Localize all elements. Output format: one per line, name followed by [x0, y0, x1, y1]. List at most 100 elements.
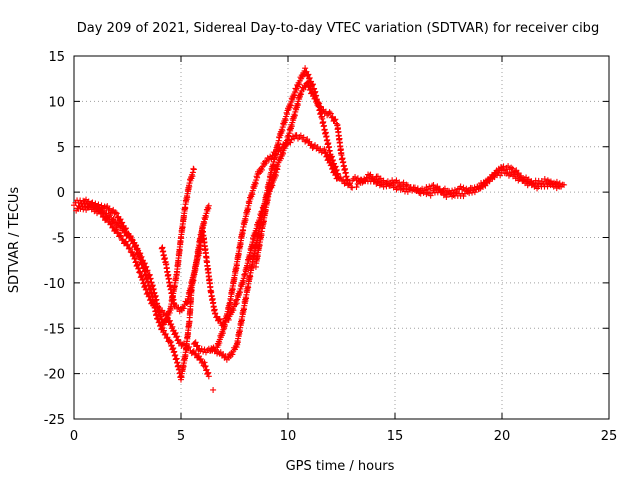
point-track-b: [156, 318, 163, 325]
point-track-b: [121, 229, 128, 236]
point-track-i: [549, 180, 556, 187]
point-track-f: [232, 343, 239, 350]
point-track-b: [107, 212, 114, 219]
y-tick-label: -10: [44, 277, 65, 292]
point-track-e: [194, 342, 201, 349]
point-track-c: [115, 229, 122, 236]
chart-title: Day 209 of 2021, Sidereal Day-to-day VTE…: [77, 21, 599, 36]
point-track-g: [317, 103, 324, 110]
point-track-f: [302, 65, 309, 72]
point-track-c: [186, 343, 193, 350]
point-track-b: [147, 285, 154, 292]
point-track-d: [175, 304, 182, 311]
x-axis: 0 5 10 15 20 25: [70, 56, 617, 444]
point-track-g: [316, 104, 323, 111]
point-track-b: [122, 228, 129, 235]
point-track-i: [544, 183, 551, 190]
point-track-h: [352, 173, 359, 180]
point-track-c: [103, 216, 110, 223]
point-track-i: [546, 178, 553, 185]
point-track-g: [327, 110, 334, 117]
point-track-f: [296, 81, 303, 88]
point-track-i: [353, 184, 360, 191]
point-track-e: [322, 149, 329, 156]
point-track-i: [357, 179, 364, 186]
point-track-f: [306, 74, 313, 81]
point-track-e: [321, 146, 328, 153]
point-track-d: [180, 305, 187, 312]
point-track-c: [169, 323, 176, 330]
point-track-i: [429, 182, 436, 189]
point-track-c: [163, 311, 170, 318]
point-track-i: [552, 181, 559, 188]
point-track-e: [198, 345, 205, 352]
point-track-f: [310, 81, 317, 88]
x-tick-label: 25: [601, 429, 618, 444]
x-tick-label: 15: [387, 429, 404, 444]
point-track-i: [476, 182, 483, 189]
point-track-c: [145, 289, 152, 296]
point-track-c: [100, 213, 107, 220]
point-track-i: [403, 181, 410, 188]
point-track-i: [460, 184, 467, 191]
point-track-c: [104, 215, 111, 222]
y-tick-label: -5: [52, 232, 65, 247]
point-track-b: [127, 234, 134, 241]
point-track-d: [216, 315, 223, 322]
point-track-h: [427, 192, 434, 199]
point-track-i: [362, 177, 369, 184]
y-axis: -25 -20 -15 -10 -5 0 5 10 15: [44, 50, 609, 428]
point-track-c: [154, 303, 161, 310]
point-track-h: [541, 176, 548, 183]
point-track-b: [164, 334, 171, 341]
point-track-d: [232, 301, 239, 308]
point-track-d: [212, 310, 219, 317]
point-track-c: [173, 333, 180, 340]
point-track-i: [472, 186, 479, 193]
point-track-a: [119, 219, 126, 226]
point-outlier: [210, 386, 217, 393]
point-track-a: [144, 267, 151, 274]
point-track-b: [124, 231, 131, 238]
x-axis-label: GPS time / hours: [286, 459, 395, 474]
point-track-e: [192, 339, 199, 346]
point-track-c: [118, 233, 125, 240]
point-track-b: [205, 202, 212, 209]
point-track-c: [192, 350, 199, 357]
point-track-g: [331, 117, 338, 124]
point-track-b: [120, 225, 127, 232]
x-tick-label: 10: [280, 429, 297, 444]
point-track-g: [332, 116, 339, 123]
point-track-c: [122, 238, 129, 245]
point-track-i: [420, 189, 427, 196]
point-track-b: [126, 235, 133, 242]
y-tick-label: -20: [44, 368, 65, 383]
point-track-g: [304, 79, 311, 86]
point-track-i: [386, 182, 393, 189]
point-track-f: [309, 81, 316, 88]
point-track-i: [359, 178, 366, 185]
point-track-i: [450, 189, 457, 196]
point-track-g: [316, 100, 323, 107]
point-track-b: [160, 327, 167, 334]
y-tick-label: 10: [48, 95, 65, 110]
point-track-a: [122, 225, 129, 232]
point-track-b: [162, 330, 169, 337]
point-track-c: [168, 321, 175, 328]
point-track-g: [306, 82, 313, 89]
point-track-c: [108, 220, 115, 227]
point-track-i: [486, 178, 493, 185]
point-track-c: [126, 244, 133, 251]
point-track-b: [125, 230, 132, 237]
point-track-g: [274, 163, 281, 170]
y-tick-label: 0: [57, 186, 65, 201]
point-track-g: [297, 91, 304, 98]
point-track-h: [354, 175, 361, 182]
point-track-b: [155, 315, 162, 322]
point-track-i: [421, 187, 428, 194]
y-tick-label: -25: [44, 413, 65, 428]
point-track-h: [505, 163, 512, 170]
point-track-f: [229, 351, 236, 358]
point-track-c: [179, 341, 186, 348]
